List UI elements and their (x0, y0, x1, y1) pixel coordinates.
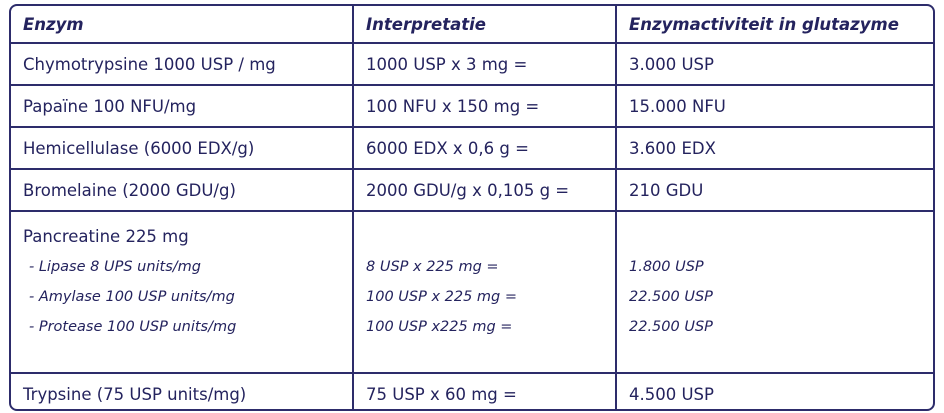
table-frame: Enzym Interpretatie Enzymactiviteit in glu… (9, 4, 935, 411)
table-cell: Trypsine (75 USP units/mg) (11, 372, 354, 409)
sub-item: 22.500 USP (629, 319, 713, 335)
group-row: Pancreatine 225 mg - Lipase 8 UPS units/m… (11, 210, 933, 374)
spacer (629, 222, 921, 252)
sub-item: - Amylase 100 USP units/mg (29, 289, 235, 305)
table-body: Enzym Interpretatie Enzymactiviteit in glu… (11, 6, 933, 409)
table-cell: 4.500 USP (615, 372, 933, 409)
table-row: Bromelaine (2000 GDU/g) 2000 GDU/g x 0,10… (11, 168, 933, 212)
sub-item: 100 USP x225 mg = (366, 319, 513, 335)
group-title: Pancreatine 225 mg (23, 227, 189, 246)
sub-item: 8 USP x 225 mg = (366, 259, 499, 275)
table-cell: 210 GDU (615, 168, 933, 212)
table-row: Hemicellulase (6000 EDX/g) 6000 EDX x 0,6… (11, 126, 933, 170)
table-cell: 3.000 USP (615, 42, 933, 86)
sub-item: 1.800 USP (629, 259, 704, 275)
sub-item: - Lipase 8 UPS units/mg (29, 259, 201, 275)
enzyme-table: Enzym Interpretatie Enzymactiviteit in glu… (11, 6, 933, 409)
table-cell: 6000 EDX x 0,6 g = (352, 126, 617, 170)
table-row: Trypsine (75 USP units/mg) 75 USP x 60 mg… (11, 372, 933, 409)
table-cell: 2000 GDU/g x 0,105 g = (352, 168, 617, 212)
spacer (366, 222, 603, 252)
table-cell: 3.600 EDX (615, 126, 933, 170)
group-cell: 8 USP x 225 mg = 100 USP x 225 mg = 100 US… (352, 210, 617, 374)
header-cell: Enzym (11, 6, 354, 44)
table-cell: Papaïne 100 NFU/mg (11, 84, 354, 128)
table-cell: Hemicellulase (6000 EDX/g) (11, 126, 354, 170)
sub-item: - Protease 100 USP units/mg (29, 319, 237, 335)
header-row: Enzym Interpretatie Enzymactiviteit in glu… (11, 6, 933, 44)
sub-item: 22.500 USP (629, 289, 713, 305)
table-row: Chymotrypsine 1000 USP / mg 1000 USP x 3 … (11, 42, 933, 86)
table-cell: Chymotrypsine 1000 USP / mg (11, 42, 354, 86)
sub-item: 100 USP x 225 mg = (366, 289, 518, 305)
header-cell: Interpretatie (352, 6, 617, 44)
table-row: Papaïne 100 NFU/mg 100 NFU x 150 mg = 15.0… (11, 84, 933, 128)
group-cell: Pancreatine 225 mg - Lipase 8 UPS units/m… (11, 210, 354, 374)
table-cell: 15.000 NFU (615, 84, 933, 128)
group-cell: 1.800 USP 22.500 USP 22.500 USP (615, 210, 933, 374)
table-cell: 100 NFU x 150 mg = (352, 84, 617, 128)
table-cell: Bromelaine (2000 GDU/g) (11, 168, 354, 212)
header-cell: Enzymactiviteit in glutazyme (615, 6, 933, 44)
table-cell: 75 USP x 60 mg = (352, 372, 617, 409)
table-cell: 1000 USP x 3 mg = (352, 42, 617, 86)
